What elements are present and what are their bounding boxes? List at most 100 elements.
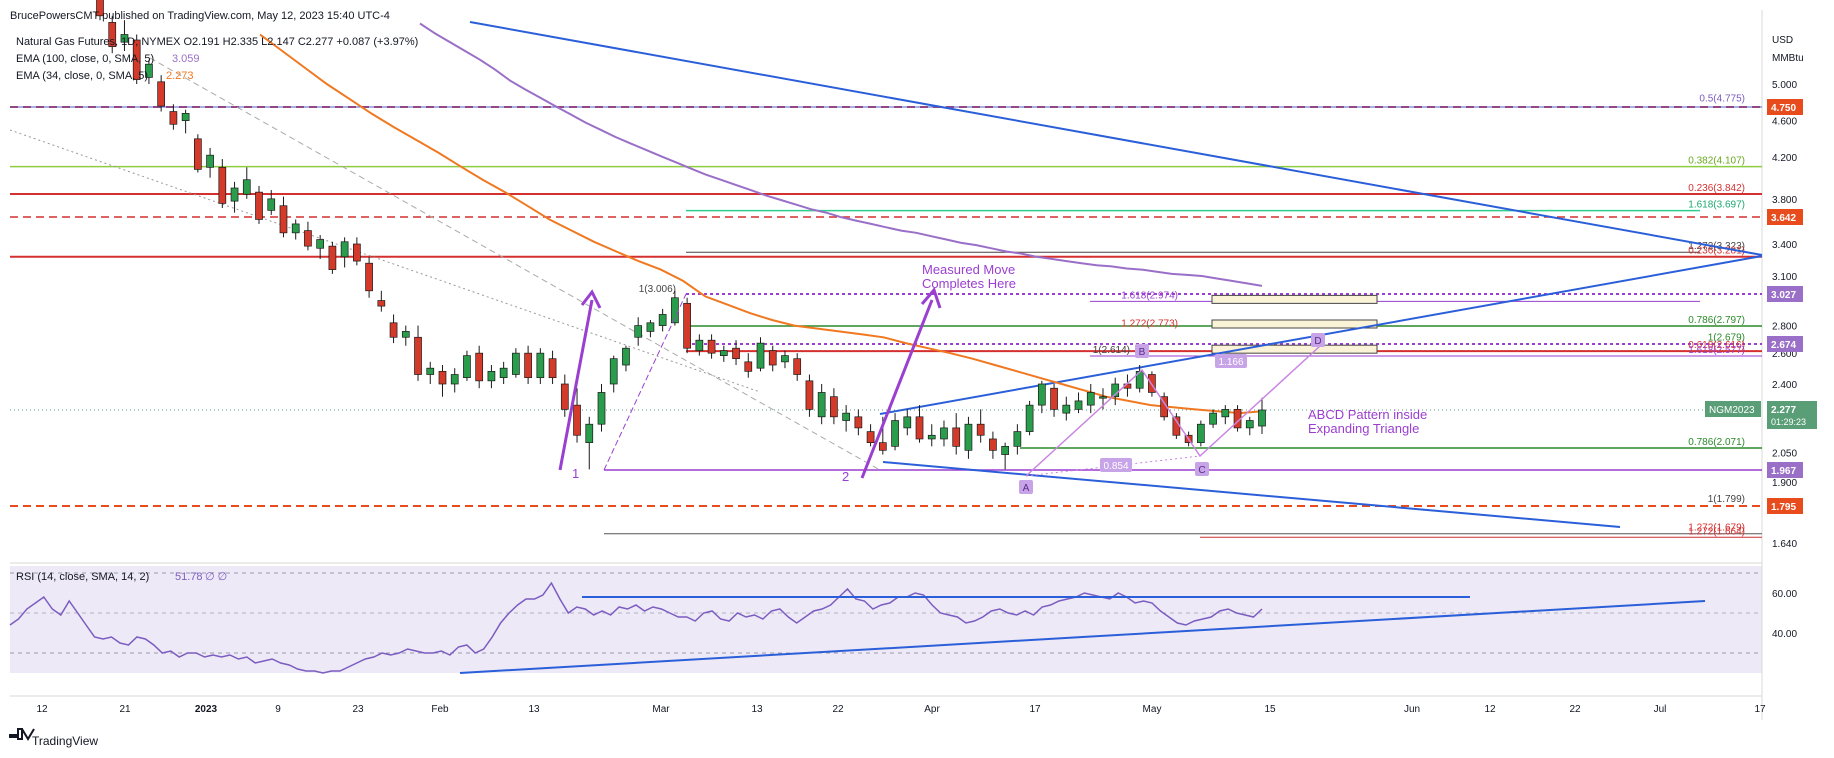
candle-body [475, 352, 484, 382]
wave-1-label: 1 [572, 466, 579, 481]
candle-body [585, 423, 594, 444]
date-tick-label: Jun [1404, 704, 1420, 715]
candle-body [634, 325, 643, 338]
candle-body [695, 339, 704, 352]
ratio-166-bg [1215, 354, 1247, 368]
candle-body [1172, 416, 1181, 436]
candle-body [1245, 420, 1254, 429]
candle-body [353, 243, 361, 262]
candle-body [169, 111, 178, 125]
abcd-ac-line [1025, 455, 1201, 477]
fib-label: 1.272(2.773) [1121, 319, 1178, 330]
measured-move-line1: Measured Move [922, 262, 1015, 277]
fib-label: 0.236(3.281) [1688, 246, 1745, 257]
date-tick-label: 13 [751, 704, 763, 715]
fib-label: 1(1.799) [1708, 494, 1745, 505]
price-tick-label: 2.400 [1772, 380, 1797, 391]
candle-body [768, 350, 777, 366]
candle-body [817, 392, 826, 418]
ema34-line [259, 33, 1263, 415]
wave1-arrow [558, 299, 594, 471]
point-d-label-bg [1311, 333, 1325, 347]
tradingview-logo-text: TradingView [32, 734, 98, 748]
candle-body [96, 0, 104, 17]
rsi-value: 51.78 [175, 571, 203, 583]
candle-body [426, 367, 435, 375]
price-tick-label: 4.600 [1772, 117, 1797, 128]
fib-label: 1.272(1.664) [1688, 526, 1745, 537]
candle-body [499, 367, 508, 379]
rsi-tick-label: 60.00 [1772, 589, 1797, 600]
candle-body [964, 423, 973, 451]
candle-body [830, 396, 838, 418]
date-tick-label: 21 [119, 704, 131, 715]
candle-body [548, 358, 557, 379]
price-tag-label: 3.027 [1771, 290, 1796, 301]
date-tick-label: 12 [1484, 704, 1496, 715]
date-tick-label: May [1143, 704, 1162, 715]
candle-body [206, 154, 214, 168]
candle-body [622, 347, 630, 366]
horizontal-levels: 0.5(4.775) 0.382(4.107) 0.236(3.842) 1.618(… [10, 94, 1762, 538]
candle-body [744, 361, 753, 372]
candle-body [854, 416, 863, 429]
candle-body [903, 416, 912, 429]
date-tick-label: Jul [1654, 704, 1667, 715]
date-tick-label: 17 [1754, 704, 1766, 715]
candle-body [878, 442, 887, 451]
candle-body [891, 420, 899, 447]
candle-body [793, 358, 802, 375]
ema-lines [259, 22, 1263, 415]
currency-label: USD [1772, 35, 1793, 46]
candle-body [1258, 409, 1266, 427]
price-tag-label: 3.642 [1771, 213, 1796, 224]
candle-body [401, 331, 410, 338]
fib-label: 0.786(2.797) [1688, 315, 1745, 326]
fib-label: 1(2.614) [1093, 345, 1130, 356]
abcd-line2: Expanding Triangle [1308, 421, 1419, 436]
candle-body [915, 416, 924, 440]
candle-body [414, 336, 422, 375]
instrument-legend: Natural Gas Futures, 1D, NYMEX O2.191 H2… [16, 36, 418, 48]
price-tag-bg [1767, 462, 1803, 478]
candle-body [560, 383, 569, 410]
price-tag-bg [1767, 99, 1803, 115]
candle-body [719, 350, 728, 356]
candle-body [389, 322, 398, 338]
fib-label: 0.786(2.071) [1688, 437, 1745, 448]
candle-body [242, 179, 251, 195]
last-price-label: 2.277 [1771, 405, 1796, 416]
candle-body [328, 245, 337, 270]
candle-body [463, 355, 471, 379]
candle-body [340, 241, 349, 258]
point-c-label-bg [1195, 462, 1209, 476]
candle-body [597, 392, 606, 425]
abcd-line1: ABCD Pattern inside [1308, 407, 1427, 422]
date-tick-label: 2023 [195, 704, 218, 715]
price-tick-label: 5.000 [1772, 80, 1797, 91]
price-tick-label: 4.200 [1772, 153, 1797, 164]
candle-body [781, 355, 789, 363]
rsi-tick-label: 40.00 [1772, 629, 1797, 640]
pattern-drawings: A B C D 0.854 1.166 [558, 287, 1325, 494]
candle-body [646, 322, 655, 332]
publisher-line: BrucePowersCMT published on TradingView.… [10, 10, 390, 22]
wave2-arrow [860, 299, 934, 479]
symbol-tag-label: NGM2023 [1709, 405, 1755, 416]
fib-label: 1.618(3.697) [1688, 200, 1745, 211]
ratio-854-bg [1100, 458, 1132, 472]
candle-body [756, 342, 765, 369]
wave1-arrowhead [580, 289, 602, 309]
candlesticks [96, 0, 1266, 470]
symbol-tag-bg [1705, 401, 1761, 417]
fib-zone-box [1211, 294, 1378, 304]
price-tag-label: 1.967 [1771, 466, 1796, 477]
date-tick-label: 9 [275, 704, 281, 715]
candle-body [132, 39, 141, 80]
price-tick-label: 3.100 [1772, 272, 1797, 283]
rsi-support-line [459, 600, 1706, 674]
tradingview-logo: TradingView [9, 728, 98, 748]
candle-body [316, 239, 325, 249]
candle-body [1001, 445, 1009, 455]
point-b-label: B [1139, 347, 1146, 358]
